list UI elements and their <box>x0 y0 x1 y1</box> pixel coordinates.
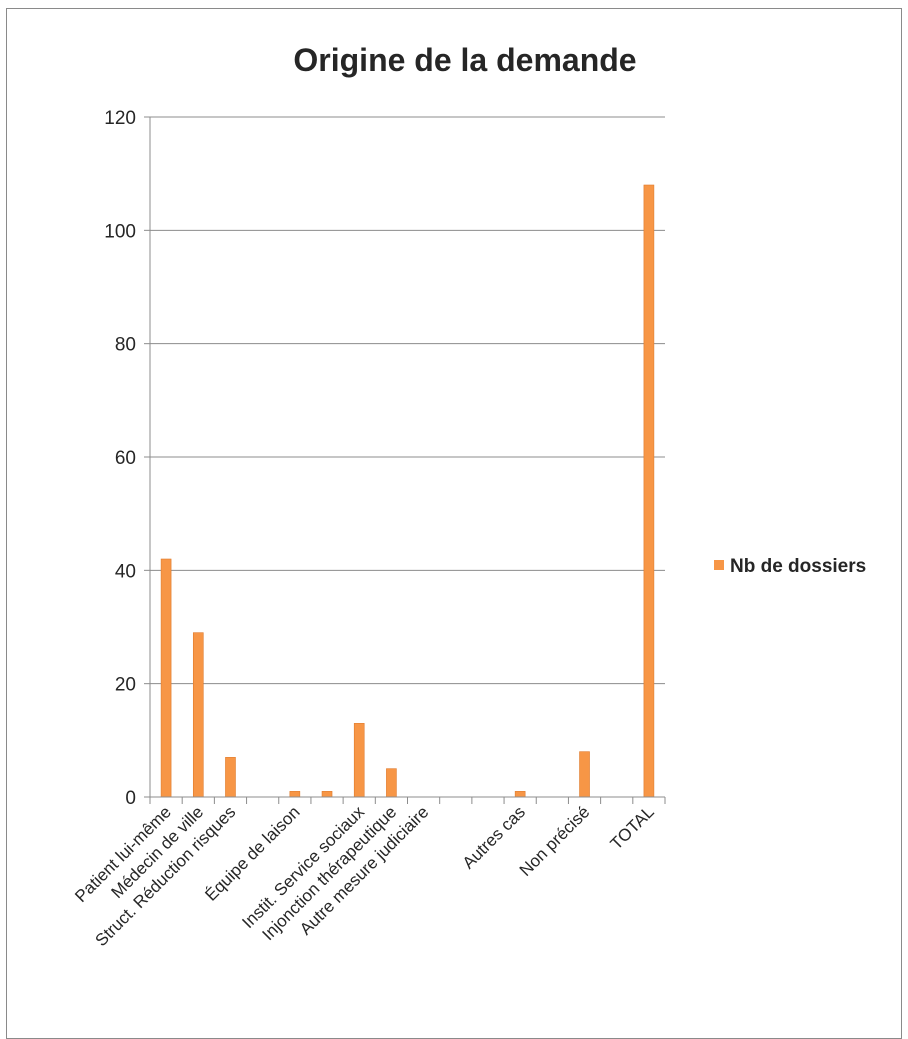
y-axis: 0 20 40 60 80 100 120 <box>104 108 151 809</box>
x-tick-label: Non précisé <box>516 802 594 880</box>
chart-frame <box>6 8 902 1039</box>
legend: Nb de dossiers <box>714 556 866 577</box>
y-tick-label: 20 <box>115 675 136 696</box>
y-tick-label: 40 <box>115 561 136 582</box>
bar <box>643 184 655 798</box>
y-tick-label: 0 <box>125 788 136 809</box>
bar <box>321 791 333 798</box>
chart-title: Origine de la demande <box>293 42 636 78</box>
y-tick-label: 100 <box>104 221 136 242</box>
bar <box>192 632 204 798</box>
y-tick-label: 80 <box>115 335 136 356</box>
x-tick-label: Autre mesure judiciaire <box>296 802 432 938</box>
bar <box>160 558 172 798</box>
y-tick-label: 120 <box>104 108 136 129</box>
gridlines <box>150 116 665 798</box>
bar <box>579 751 590 798</box>
x-tick-label: TOTAL <box>607 802 658 853</box>
y-tick-label: 60 <box>115 448 136 469</box>
x-tick-label: Autres cas <box>459 802 529 872</box>
bar <box>225 757 236 798</box>
bars <box>160 184 655 798</box>
legend-swatch <box>714 560 724 570</box>
bar <box>386 768 397 798</box>
legend-label: Nb de dossiers <box>730 556 866 577</box>
bar <box>289 791 301 798</box>
bar <box>353 723 365 798</box>
bar <box>514 791 526 798</box>
